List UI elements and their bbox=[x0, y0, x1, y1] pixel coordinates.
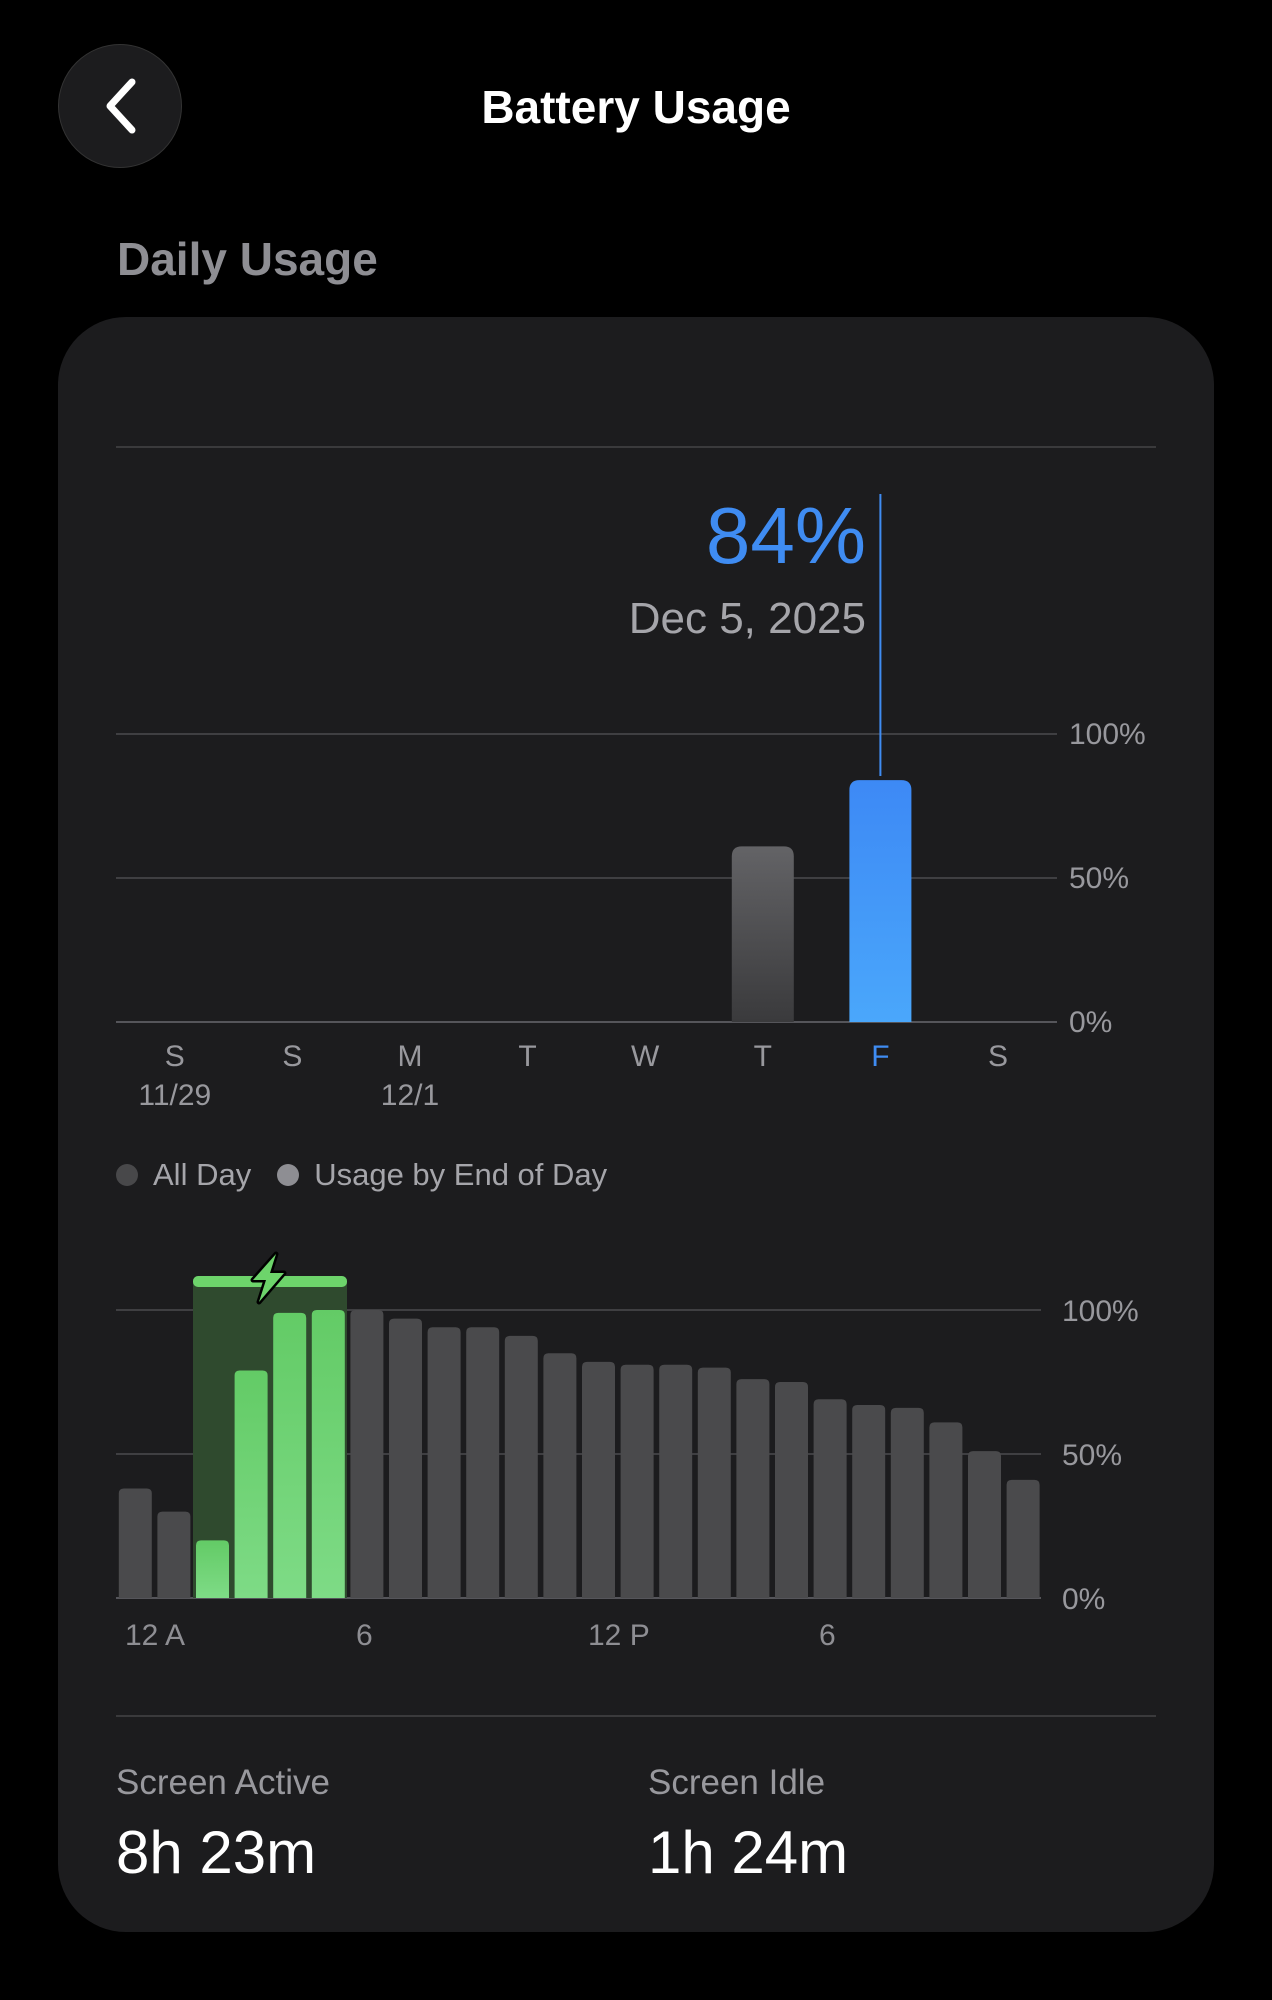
selected-value: 84% bbox=[706, 491, 866, 580]
hourly-y-tick: 100% bbox=[1062, 1295, 1139, 1328]
hourly-bar[interactable] bbox=[813, 1399, 847, 1598]
hourly-bar[interactable] bbox=[968, 1451, 1001, 1598]
hourly-bar[interactable] bbox=[852, 1405, 886, 1598]
daily-x-tick-day[interactable]: S bbox=[988, 1040, 1008, 1073]
hourly-bar-charging[interactable] bbox=[234, 1370, 268, 1598]
daily-x-tick-day[interactable]: S bbox=[282, 1040, 302, 1073]
hourly-bar[interactable] bbox=[504, 1335, 538, 1598]
legend-label: Usage by End of Day bbox=[314, 1157, 608, 1192]
hourly-bar[interactable] bbox=[582, 1361, 615, 1598]
screen-active-value: 8h 23m bbox=[116, 1819, 317, 1886]
section-title: Daily Usage bbox=[117, 233, 378, 285]
daily-x-tick-day[interactable]: F bbox=[871, 1040, 889, 1073]
lightning-bolt-icon bbox=[250, 1251, 287, 1305]
hourly-x-tick: 12 P bbox=[588, 1619, 650, 1652]
daily-x-tick-day[interactable]: W bbox=[631, 1040, 660, 1073]
hourly-bar[interactable] bbox=[890, 1407, 924, 1598]
daily-x-tick-day[interactable]: S bbox=[165, 1040, 185, 1073]
screen-idle-label: Screen Idle bbox=[648, 1763, 826, 1802]
hourly-bar-charging[interactable] bbox=[196, 1540, 229, 1598]
screen-idle-value: 1h 24m bbox=[648, 1819, 849, 1886]
daily-x-tick-date: 12/1 bbox=[381, 1079, 439, 1112]
hourly-bar[interactable] bbox=[620, 1364, 654, 1598]
hourly-bar-charging[interactable] bbox=[273, 1312, 307, 1598]
chevron-left-icon bbox=[106, 78, 136, 134]
daily-x-tick-day[interactable]: T bbox=[518, 1040, 536, 1073]
back-button[interactable] bbox=[58, 44, 182, 168]
hourly-x-tick: 6 bbox=[356, 1619, 373, 1652]
daily-x-tick-day[interactable]: M bbox=[398, 1040, 423, 1073]
legend-item-all-day[interactable]: All Day bbox=[116, 1157, 251, 1193]
daily-y-tick: 0% bbox=[1069, 1006, 1112, 1039]
hourly-y-tick: 50% bbox=[1062, 1439, 1122, 1472]
daily-y-tick: 50% bbox=[1069, 862, 1129, 895]
daily-bar[interactable] bbox=[731, 846, 794, 1022]
usage-card bbox=[58, 317, 1214, 1932]
daily-x-tick-date: 11/29 bbox=[138, 1079, 211, 1112]
hourly-x-tick: 12 A bbox=[125, 1619, 185, 1652]
page-title: Battery Usage bbox=[481, 81, 791, 133]
daily-y-tick: 100% bbox=[1069, 718, 1146, 751]
legend-dot-end-of-day bbox=[277, 1164, 300, 1186]
hourly-bar[interactable] bbox=[466, 1327, 500, 1598]
hourly-bar[interactable] bbox=[389, 1318, 422, 1598]
hourly-bar[interactable] bbox=[775, 1382, 808, 1598]
screen-active-label: Screen Active bbox=[116, 1763, 330, 1802]
hourly-bar[interactable] bbox=[1006, 1479, 1040, 1598]
chart-legend: All Day Usage by End of Day bbox=[116, 1157, 633, 1193]
hourly-y-tick: 0% bbox=[1062, 1583, 1105, 1616]
hourly-bar[interactable] bbox=[350, 1310, 384, 1598]
daily-bar-selected[interactable] bbox=[849, 780, 912, 1022]
selected-date: Dec 5, 2025 bbox=[629, 594, 866, 643]
hourly-bar[interactable] bbox=[427, 1327, 461, 1598]
legend-item-end-of-day[interactable]: Usage by End of Day bbox=[277, 1157, 607, 1193]
hourly-bar[interactable] bbox=[697, 1367, 731, 1598]
hourly-bar[interactable] bbox=[543, 1353, 577, 1598]
hourly-bar[interactable] bbox=[659, 1364, 693, 1598]
hourly-bar[interactable] bbox=[929, 1422, 963, 1598]
hourly-bar[interactable] bbox=[157, 1511, 191, 1598]
legend-label: All Day bbox=[153, 1157, 252, 1192]
hourly-bar[interactable] bbox=[118, 1488, 152, 1598]
hourly-bar[interactable] bbox=[736, 1379, 770, 1598]
legend-dot-all-day bbox=[116, 1164, 138, 1186]
hourly-bar-charging[interactable] bbox=[311, 1310, 345, 1598]
hourly-x-tick: 6 bbox=[819, 1619, 836, 1652]
daily-x-tick-day[interactable]: T bbox=[754, 1040, 772, 1073]
